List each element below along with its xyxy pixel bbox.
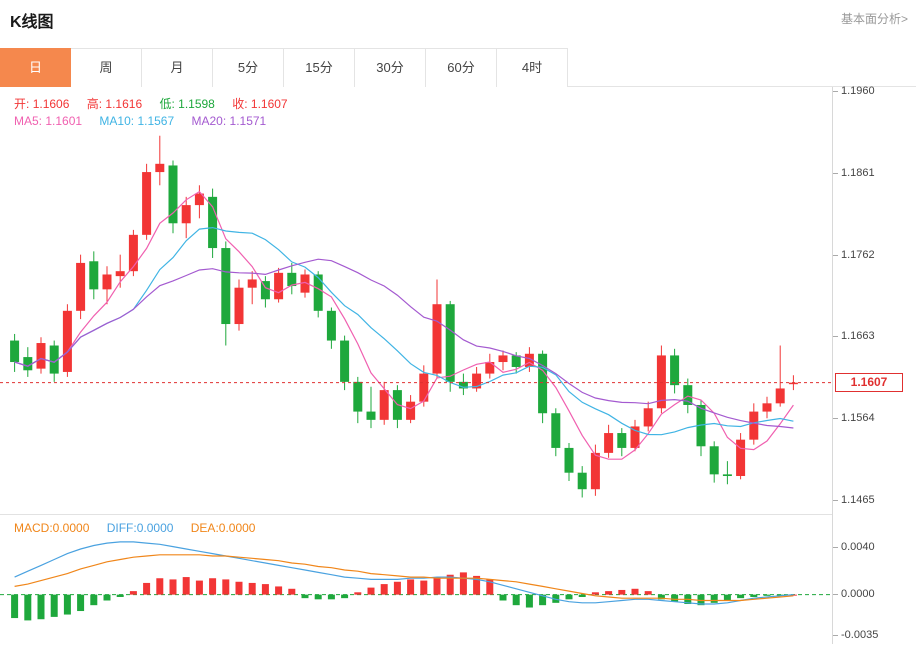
price-axis-label-0: 1.1960 bbox=[833, 85, 875, 98]
price-axis-label-1: 1.1861 bbox=[833, 166, 875, 179]
ma10-value: MA10: 1.1567 bbox=[99, 114, 175, 128]
macd-axis-label-2: -0.0035 bbox=[832, 628, 879, 641]
tab-period-7[interactable]: 4时 bbox=[497, 48, 568, 87]
tab-period-5[interactable]: 30分 bbox=[355, 48, 426, 87]
close-value: 收: 1.1607 bbox=[232, 97, 288, 111]
macd-legend: MACD:0.0000 DIFF:0.0000 DEA:0.0000 bbox=[14, 521, 269, 535]
price-axis-label-3: 1.1663 bbox=[833, 330, 875, 343]
macd-panel: MACD:0.0000 DIFF:0.0000 DEA:0.0000 bbox=[0, 514, 832, 644]
page-title: K线图 bbox=[10, 14, 54, 31]
price-axis-label-2: 1.1762 bbox=[833, 248, 875, 261]
ma20-value: MA20: 1.1571 bbox=[191, 114, 267, 128]
tab-period-4[interactable]: 15分 bbox=[284, 48, 355, 87]
macd-axis-label-0: 0.0040 bbox=[833, 540, 875, 553]
ma-legend: MA5: 1.1601 MA10: 1.1567 MA20: 1.1571 bbox=[14, 114, 280, 128]
price-chart-svg[interactable] bbox=[0, 87, 832, 514]
macd-axis-label-1: 0.0000 bbox=[833, 587, 875, 600]
high-value: 高: 1.1616 bbox=[86, 97, 143, 111]
tab-period-3[interactable]: 5分 bbox=[213, 48, 284, 87]
tab-period-0[interactable]: 日 bbox=[0, 48, 71, 87]
macd-value: MACD:0.0000 bbox=[14, 521, 90, 535]
diff-value: DIFF:0.0000 bbox=[106, 521, 174, 535]
period-tabs: 日周月 5分 15分 30分 60分 4时 bbox=[0, 48, 916, 87]
tab-period-1[interactable]: 周 bbox=[71, 48, 142, 87]
period-tabbar: 日周月 5分 15分 30分 60分 4时 bbox=[0, 48, 916, 87]
price-axis-label-4: 1.1564 bbox=[833, 412, 875, 425]
low-value: 低: 1.1598 bbox=[159, 97, 215, 111]
price-chart-panel: 开: 1.1606 高: 1.1616 低: 1.1598 收: 1.1607 … bbox=[0, 87, 832, 514]
dea-value: DEA:0.0000 bbox=[190, 521, 256, 535]
open-value: 开: 1.1606 bbox=[14, 97, 70, 111]
tab-period-6[interactable]: 60分 bbox=[426, 48, 497, 87]
fundamental-analysis-link[interactable]: 基本面分析> bbox=[840, 12, 908, 26]
tab-period-2[interactable]: 月 bbox=[142, 48, 213, 87]
ohlc-legend: 开: 1.1606 高: 1.1616 低: 1.1598 收: 1.1607 bbox=[14, 95, 302, 112]
price-axis-column: 1.1607 1.1960 1.1861 1.1762 1.1663 1.1564 1.1… bbox=[832, 85, 916, 644]
price-axis-label-5: 1.1465 bbox=[833, 493, 875, 506]
current-price-tag: 1.1607 bbox=[835, 372, 903, 392]
ma5-value: MA5: 1.1601 bbox=[14, 114, 83, 128]
macd-chart-svg[interactable] bbox=[0, 515, 832, 645]
